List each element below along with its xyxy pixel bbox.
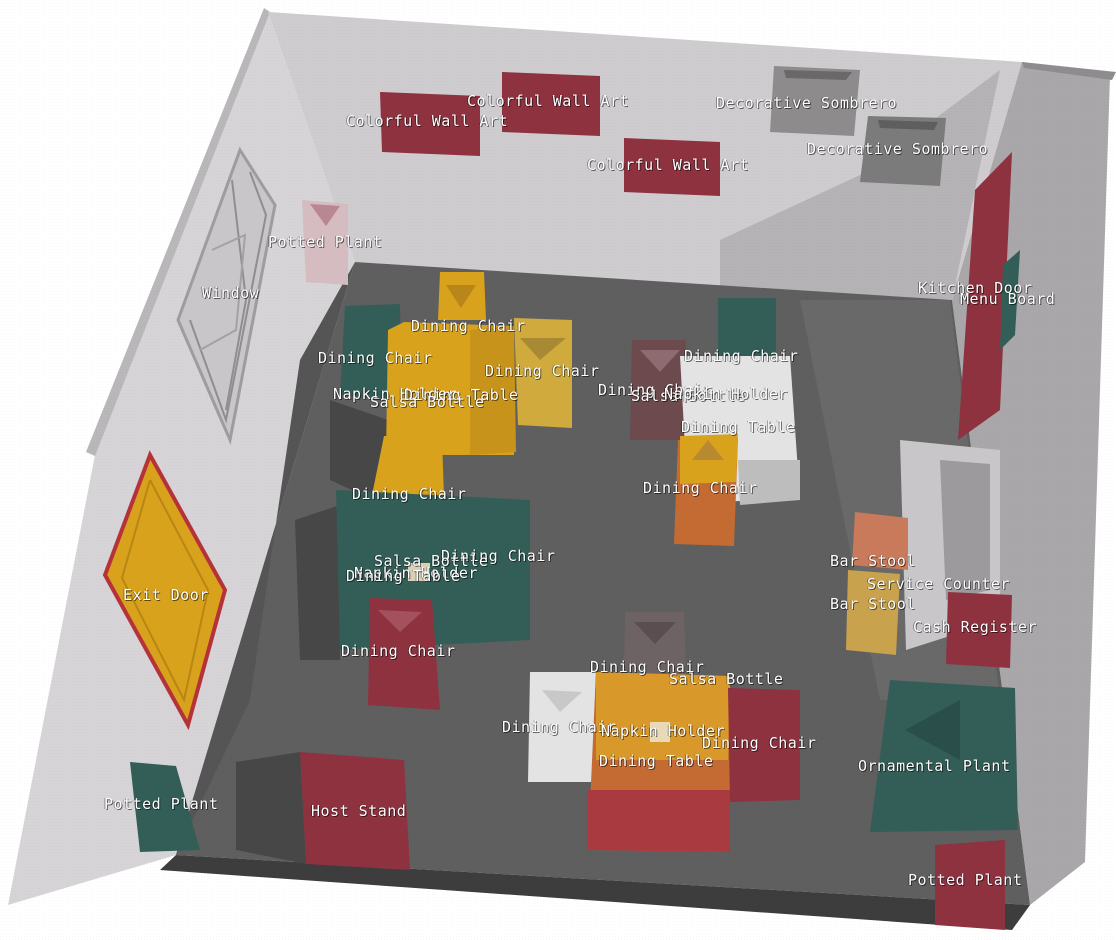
label-wall-art: Colorful Wall Art xyxy=(467,92,630,110)
potted-plant-back xyxy=(302,200,348,285)
label-potted-plant: Potted Plant xyxy=(104,795,219,813)
label-dining-chair: Dining Chair xyxy=(598,381,713,399)
potted-plant-left xyxy=(130,762,200,852)
label-dining-chair: Dining Chair xyxy=(318,349,433,367)
sombrero-2 xyxy=(860,116,946,186)
label-dining-chair: Dining Chair xyxy=(441,547,556,565)
label-potted-plant: Potted Plant xyxy=(268,233,383,251)
label-exit-door: Exit Door xyxy=(123,586,209,604)
sombrero-1-band xyxy=(784,70,852,80)
chair-crimson-back xyxy=(630,340,686,440)
label-dining-chair: Dining Chair xyxy=(341,642,456,660)
exit-door xyxy=(102,450,228,731)
table2-shadow xyxy=(738,460,800,505)
label-cash-register: Cash Register xyxy=(913,618,1037,636)
napkin-holder-4 xyxy=(650,722,670,742)
host-stand-shadow xyxy=(236,752,306,864)
label-salsa-bottle: Salsa Bottle xyxy=(669,670,784,688)
bar-stool-2 xyxy=(846,570,900,655)
label-potted-plant: Potted Plant xyxy=(908,871,1023,889)
table1-side xyxy=(470,326,516,455)
table4-base xyxy=(588,790,730,852)
ornamental-plant xyxy=(870,680,1018,832)
label-dining-chair: Dining Chair xyxy=(411,317,526,335)
label-napkin-holder: Napkin Holder xyxy=(601,722,725,740)
label-dining-chair: Dining Chair xyxy=(684,347,799,365)
label-dining-chair: Dining Chair xyxy=(590,658,705,676)
chair-teal-back2 xyxy=(718,298,776,360)
cash-register xyxy=(946,592,1012,668)
label-service-counter: Service Counter xyxy=(867,575,1010,593)
label-sombrero: Decorative Sombrero xyxy=(807,140,989,158)
chair-gold-front xyxy=(372,436,444,498)
label-bar-stool: Bar Stool xyxy=(830,595,916,613)
label-salsa-bottle: Salsa Bottle xyxy=(374,552,489,570)
table4-top xyxy=(596,672,730,760)
label-ornamental-plant: Ornamental Plant xyxy=(858,757,1011,775)
table1-shadow xyxy=(330,400,388,505)
chair-crimson-front xyxy=(368,598,440,710)
label-dining-table: Dining Table xyxy=(681,418,796,436)
label-host-stand: Host Stand xyxy=(311,802,407,820)
label-dining-table: Dining Table xyxy=(404,386,519,404)
label-dining-table: Dining Table xyxy=(346,567,461,585)
label-dining-chair: Dining Chair xyxy=(702,734,817,752)
sombrero-2-band xyxy=(878,120,938,130)
label-dining-table: Dining Table xyxy=(599,752,714,770)
window-frame xyxy=(176,146,277,446)
menu-board xyxy=(1000,250,1020,350)
label-dining-chair: Dining Chair xyxy=(643,479,758,497)
sombrero-1 xyxy=(770,66,860,136)
label-dining-chair: Dining Chair xyxy=(485,362,600,380)
chair-crimson-right xyxy=(728,688,800,802)
kitchen-door xyxy=(958,152,1012,440)
label-menu-board: Menu Board xyxy=(960,290,1056,308)
label-window: Window xyxy=(202,284,260,302)
chair-white xyxy=(528,672,596,782)
service-counter-inner xyxy=(940,460,990,600)
napkin-holder-3 xyxy=(408,563,430,581)
label-sombrero: Decorative Sombrero xyxy=(716,94,898,112)
wall-art-1 xyxy=(380,92,480,156)
label-bar-stool: Bar Stool xyxy=(830,552,916,570)
label-salsa-bottle: Salsa Bottle xyxy=(370,393,485,411)
label-wall-art: Colorful Wall Art xyxy=(346,112,509,130)
label-napkin-holder: Napkin Holder xyxy=(354,564,478,582)
potted-plant-right xyxy=(935,840,1005,930)
potted-plant-back-top xyxy=(310,204,340,226)
label-salsa-bottle: Salsa Bottle xyxy=(631,387,746,405)
label-dining-chair: Dining Chair xyxy=(502,718,617,736)
label-kitchen-door: Kitchen Door xyxy=(918,279,1033,297)
label-wall-art: Colorful Wall Art xyxy=(587,156,750,174)
label-dining-chair: Dining Chair xyxy=(352,485,467,503)
bar-stool-1 xyxy=(852,512,908,570)
chair1-teal xyxy=(340,304,402,400)
table3-shadow xyxy=(295,505,340,660)
label-napkin-holder: Napkin Holder xyxy=(664,385,788,403)
label-napkin-holder: Napkin Holder xyxy=(333,385,457,403)
wall-art-3 xyxy=(624,138,720,196)
host-stand xyxy=(300,752,410,870)
wall-art-2 xyxy=(502,72,600,136)
